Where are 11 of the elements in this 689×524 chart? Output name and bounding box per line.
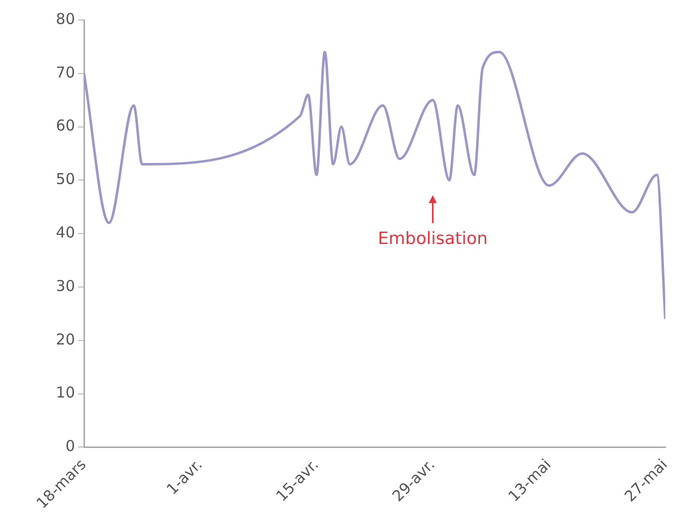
y-tick-label: 70: [56, 63, 75, 82]
y-tick-label: 0: [65, 437, 75, 456]
y-tick-label: 10: [56, 384, 75, 402]
y-tick-label: 60: [56, 116, 75, 135]
y-tick-label: 50: [56, 170, 75, 188]
annotation: Embolisation: [378, 229, 488, 250]
y-tick-label: 30: [56, 276, 75, 295]
y-tick-label: 40: [56, 224, 75, 242]
line-series: [84, 50, 666, 320]
y-tick-label: 80: [56, 10, 75, 28]
y-tick-label: 20: [56, 330, 75, 348]
